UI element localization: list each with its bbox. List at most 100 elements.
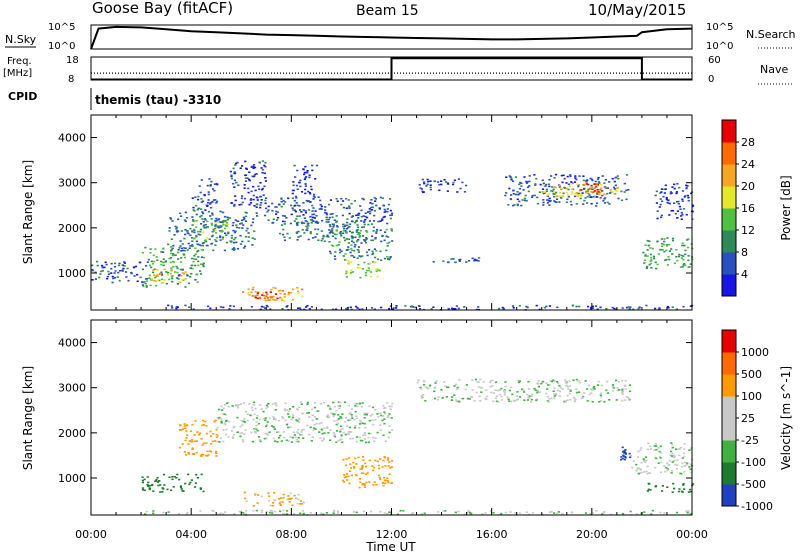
vel-cell: [492, 392, 495, 394]
power-cell: [677, 203, 680, 205]
power-cell: [277, 290, 281, 292]
power-cell: [361, 268, 364, 270]
vel-cell: [553, 395, 556, 397]
vel-cell: [615, 399, 618, 401]
vel-cell: [321, 432, 324, 435]
power-cell: [183, 249, 186, 252]
power-cell: [144, 246, 147, 249]
power-cell: [194, 279, 197, 281]
power-cell: [307, 200, 310, 202]
vel-cell: [621, 393, 624, 395]
vel-cell: [205, 442, 208, 444]
vel-cell: [329, 429, 332, 431]
vel-cell: [475, 391, 478, 394]
power-cell: [241, 227, 244, 229]
power-cell: [298, 181, 301, 184]
power-cell: [105, 263, 108, 266]
vel-cell: [683, 448, 686, 450]
vel-cell: [517, 379, 520, 382]
power-cell: [613, 188, 616, 190]
power-cell: [519, 181, 522, 184]
velocity-colorbar-swatch: [722, 462, 736, 485]
power-cell: [111, 275, 114, 278]
power-cell: [349, 271, 352, 274]
power-cell: [679, 266, 682, 268]
vel-cell: [564, 379, 567, 381]
power-cell: [678, 253, 681, 256]
vel-cell: [296, 408, 299, 410]
vel-cell: [673, 487, 676, 490]
vel-cell: [366, 472, 369, 474]
power-cell: [202, 265, 205, 268]
vel-cell: [339, 430, 342, 433]
power-cell: [600, 189, 604, 192]
power-cell: [360, 220, 363, 222]
power-cell: [265, 197, 268, 199]
power-cell: [340, 250, 343, 253]
power-cell: [217, 226, 221, 229]
vel-cell: [319, 403, 322, 405]
vel-cell: [218, 512, 221, 515]
vel-cell: [222, 440, 225, 443]
power-cell: [668, 250, 671, 252]
power-cell: [327, 218, 330, 221]
power-cell: [582, 203, 585, 205]
power-cell: [561, 181, 564, 184]
power-cell: [219, 306, 222, 308]
vel-cell: [470, 395, 473, 398]
vel-cell: [379, 424, 382, 426]
power-cell: [272, 218, 275, 221]
power-cell: [254, 290, 257, 293]
power-cell: [191, 224, 194, 226]
vel-cell: [321, 429, 324, 432]
vel-cell: [265, 437, 268, 440]
power-cell: [355, 231, 358, 233]
vel-cell: [553, 387, 556, 390]
power-cell: [299, 185, 302, 188]
power-cell: [207, 305, 210, 308]
power-cell: [295, 218, 298, 220]
vel-region-3: [341, 456, 394, 489]
power-cell: [243, 187, 246, 189]
vel-cell: [382, 484, 385, 487]
power-cell: [283, 239, 287, 242]
vel-cell: [343, 401, 346, 403]
power-cell: [233, 171, 236, 173]
power-cell: [362, 198, 365, 201]
vel-cell: [365, 465, 368, 468]
power-cell: [380, 259, 383, 261]
power-cell: [260, 167, 263, 169]
vel-cell: [682, 483, 685, 485]
vel-cell: [629, 456, 632, 459]
power-cell: [160, 263, 163, 266]
power-cell: [597, 181, 600, 183]
power-cell: [199, 273, 203, 275]
power-cell: [200, 201, 203, 203]
power-cell: [252, 286, 255, 289]
power-cell: [254, 189, 257, 192]
nave-label: Nave: [760, 63, 788, 76]
velocity-colorbar-tick-label: 100: [741, 390, 762, 403]
power-cell: [280, 205, 283, 208]
vel-cell: [372, 469, 375, 472]
velocity-colorbar-swatch: [722, 484, 736, 507]
vel-cell: [269, 504, 272, 507]
vel-cell: [586, 400, 589, 402]
vel-cell: [257, 422, 261, 425]
vel-cell: [340, 425, 343, 428]
vel-cell: [618, 389, 621, 391]
vel-cell: [353, 427, 357, 429]
vel-cell: [503, 392, 506, 394]
power-cell: [280, 224, 284, 226]
vel-cell: [383, 476, 386, 479]
vel-cell: [264, 432, 267, 435]
vel-cell: [199, 487, 202, 489]
power-cell: [520, 182, 523, 185]
vel-cell: [568, 392, 571, 395]
vel-cell: [589, 513, 592, 515]
vel-cell: [238, 510, 241, 513]
vel-cell: [359, 423, 362, 425]
power-cell: [334, 308, 338, 311]
vel-cell: [550, 397, 553, 400]
vel-cell: [254, 427, 257, 430]
